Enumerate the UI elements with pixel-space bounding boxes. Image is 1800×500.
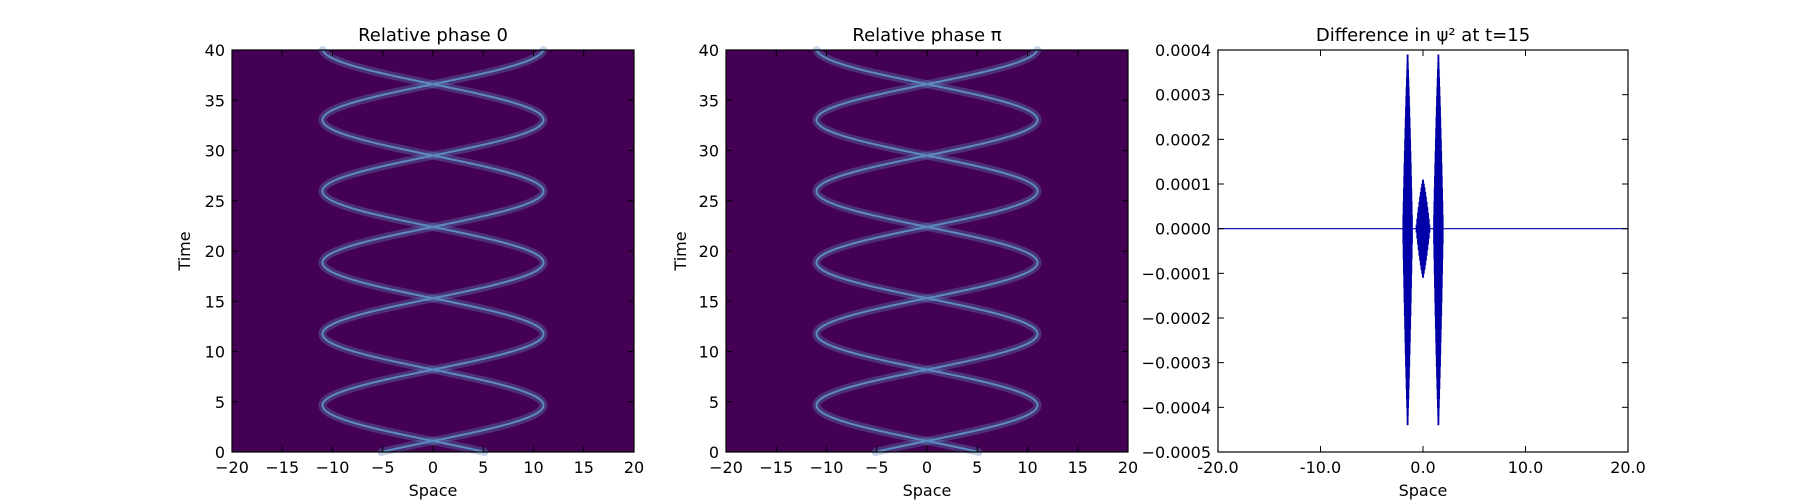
x-tick-label: 15 bbox=[574, 458, 594, 477]
x-tick-label: −5 bbox=[865, 458, 889, 477]
y-tick-label: 0.0002 bbox=[1155, 130, 1211, 149]
x-tick-label: −5 bbox=[371, 458, 395, 477]
y-axis-label: Time bbox=[175, 231, 194, 271]
y-tick-label: 40 bbox=[205, 41, 225, 60]
x-axis-label: Space bbox=[903, 481, 952, 500]
y-tick-label: −0.0005 bbox=[1142, 443, 1211, 462]
x-tick-label: 20 bbox=[624, 458, 644, 477]
y-tick-label: 20 bbox=[205, 242, 225, 261]
x-tick-label: 20 bbox=[1118, 458, 1138, 477]
y-tick-label: 0.0003 bbox=[1155, 86, 1211, 105]
x-axis-label: Space bbox=[1399, 481, 1448, 500]
y-tick-label: 5 bbox=[709, 393, 719, 412]
y-tick-label: 40 bbox=[699, 41, 719, 60]
y-tick-label: 35 bbox=[205, 91, 225, 110]
heatmap-background bbox=[232, 50, 634, 452]
y-axis-label: Time bbox=[671, 231, 690, 271]
trajectory-left bbox=[321, 49, 545, 453]
x-tick-label: 10 bbox=[1017, 458, 1037, 477]
panel-relative-phase-pi: −20 −15 −10 −5 0 5 10 15 20 0 5 10 15 20 25 30 35 40 Space… bbox=[671, 25, 1138, 500]
y-tick-label: 10 bbox=[205, 343, 225, 362]
plot-frame bbox=[231, 49, 635, 453]
y-tick-label: 0 bbox=[215, 443, 225, 462]
y-tick-label: 30 bbox=[205, 142, 225, 161]
y-tick-label: −0.0003 bbox=[1142, 354, 1211, 373]
y-tick-label: 0.0001 bbox=[1155, 175, 1211, 194]
y-tick-label: 25 bbox=[205, 192, 225, 211]
x-tick-label: -20.0 bbox=[1197, 458, 1238, 477]
trajectory-left bbox=[815, 49, 1039, 453]
plot-frame bbox=[1217, 49, 1629, 453]
y-tick-label: 25 bbox=[699, 192, 719, 211]
x-tick-label: −15 bbox=[265, 458, 299, 477]
panel-difference-psi-squared: -20.0 -10.0 0.0 10.0 20.0 −0.0005 −0.0004 −0.00… bbox=[1142, 25, 1646, 500]
x-tick-label: 10 bbox=[523, 458, 543, 477]
y-tick-label: −0.0001 bbox=[1142, 264, 1211, 283]
x-tick-label: 5 bbox=[972, 458, 982, 477]
x-tick-label: −20 bbox=[215, 458, 249, 477]
y-tick-label: 20 bbox=[699, 242, 719, 261]
x-tick-label: 5 bbox=[478, 458, 488, 477]
y-tick-label: 0 bbox=[709, 443, 719, 462]
x-tick-label: 10.0 bbox=[1508, 458, 1544, 477]
y-tick-label: 10 bbox=[699, 343, 719, 362]
x-tick-label: −15 bbox=[759, 458, 793, 477]
panel-title: Difference in ψ² at t=15 bbox=[1316, 25, 1530, 46]
trajectory-right bbox=[815, 49, 1039, 453]
panel-relative-phase-0: −20 −15 −10 −5 0 5 10 15 20 0 5 10 15 20 25 30 35 40 Space… bbox=[175, 25, 644, 500]
x-tick-label: -10.0 bbox=[1300, 458, 1341, 477]
x-tick-label: 0 bbox=[922, 458, 932, 477]
y-tick-label: 5 bbox=[215, 393, 225, 412]
y-tick-label: 35 bbox=[699, 91, 719, 110]
x-tick-label: −20 bbox=[709, 458, 743, 477]
x-tick-label: 20.0 bbox=[1610, 458, 1646, 477]
trajectory-right bbox=[321, 49, 545, 453]
y-tick-label: −0.0002 bbox=[1142, 309, 1211, 328]
plot-frame bbox=[725, 49, 1129, 453]
y-tick-label: −0.0004 bbox=[1142, 398, 1211, 417]
x-tick-label: 0 bbox=[428, 458, 438, 477]
x-axis-label: Space bbox=[409, 481, 458, 500]
x-tick-label: −10 bbox=[810, 458, 844, 477]
y-tick-label: 0.0004 bbox=[1155, 41, 1211, 60]
panel-title: Relative phase 0 bbox=[358, 25, 508, 46]
x-tick-label: −10 bbox=[316, 458, 350, 477]
x-tick-label: 0.0 bbox=[1410, 458, 1435, 477]
y-tick-label: 0.0000 bbox=[1155, 220, 1211, 239]
y-tick-label: 30 bbox=[699, 142, 719, 161]
y-tick-label: 15 bbox=[699, 292, 719, 311]
panel-title: Relative phase π bbox=[852, 25, 1001, 46]
y-tick-label: 15 bbox=[205, 292, 225, 311]
x-tick-label: 15 bbox=[1068, 458, 1088, 477]
heatmap-background bbox=[726, 50, 1128, 452]
